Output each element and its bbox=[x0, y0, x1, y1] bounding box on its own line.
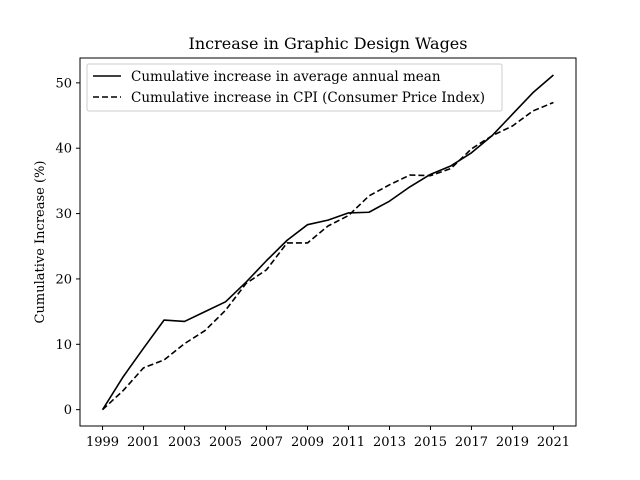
series-line-annual-mean bbox=[101, 74, 554, 411]
y-tick-label: 30 bbox=[55, 207, 72, 222]
x-tick-label: 2021 bbox=[537, 435, 570, 450]
legend-label-annual-mean: Cumulative increase in average annual me… bbox=[131, 69, 441, 85]
x-tick-label: 2013 bbox=[373, 435, 406, 450]
y-tick-label: 0 bbox=[64, 403, 72, 418]
y-axis: 0 10 20 30 40 50 bbox=[55, 76, 80, 418]
y-axis-label: Cumulative Increase (%) bbox=[33, 161, 48, 324]
x-tick-label: 2019 bbox=[496, 435, 529, 450]
series-line-cpi bbox=[102, 101, 554, 411]
x-tick-label: 2015 bbox=[414, 435, 447, 450]
x-tick-label: 2007 bbox=[250, 435, 283, 450]
series-lines bbox=[101, 74, 554, 411]
plot-area bbox=[79, 57, 577, 427]
y-tick-label: 40 bbox=[55, 142, 72, 157]
x-tick-label: 2017 bbox=[455, 435, 488, 450]
legend: Cumulative increase in average annual me… bbox=[86, 63, 503, 112]
x-tick-label: 1999 bbox=[86, 435, 119, 450]
y-tick-label: 50 bbox=[55, 76, 72, 91]
chart-title: Increase in Graphic Design Wages bbox=[189, 34, 468, 53]
x-tick-label: 2003 bbox=[168, 435, 201, 450]
x-axis: 1999 2001 2003 2005 2007 2009 2011 2013 2015 2017… bbox=[86, 426, 570, 450]
legend-box bbox=[86, 63, 503, 112]
x-tick-label: 2009 bbox=[291, 435, 324, 450]
legend-label-cpi: Cumulative increase in CPI (Consumer Pri… bbox=[131, 90, 485, 106]
y-tick-label: 10 bbox=[55, 338, 72, 353]
x-tick-label: 2005 bbox=[209, 435, 242, 450]
x-tick-label: 2011 bbox=[332, 435, 365, 450]
x-tick-label: 2001 bbox=[127, 435, 160, 450]
y-tick-label: 20 bbox=[55, 272, 72, 287]
